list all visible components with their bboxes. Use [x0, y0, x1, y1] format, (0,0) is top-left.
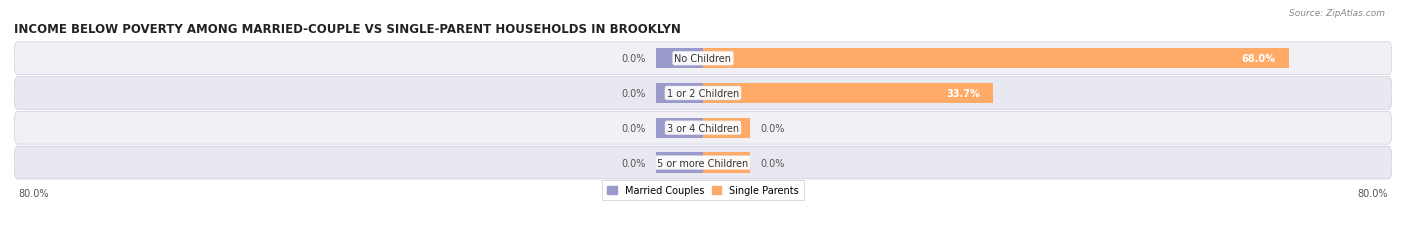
FancyBboxPatch shape [14, 112, 1392, 145]
Bar [703, 84, 993, 103]
Text: 80.0%: 80.0% [18, 188, 49, 198]
FancyBboxPatch shape [14, 43, 1392, 75]
Text: 33.7%: 33.7% [946, 88, 980, 99]
Text: INCOME BELOW POVERTY AMONG MARRIED-COUPLE VS SINGLE-PARENT HOUSEHOLDS IN BROOKLY: INCOME BELOW POVERTY AMONG MARRIED-COUPL… [14, 23, 681, 36]
Text: Source: ZipAtlas.com: Source: ZipAtlas.com [1289, 9, 1385, 18]
Text: 0.0%: 0.0% [761, 123, 785, 133]
Text: 0.0%: 0.0% [621, 88, 645, 99]
Text: No Children: No Children [675, 54, 731, 64]
Text: 80.0%: 80.0% [1357, 188, 1388, 198]
Text: 1 or 2 Children: 1 or 2 Children [666, 88, 740, 99]
Bar [703, 49, 1289, 69]
Bar [655, 153, 703, 173]
Text: 0.0%: 0.0% [621, 54, 645, 64]
Bar [655, 49, 703, 69]
Bar [655, 118, 703, 138]
Text: 68.0%: 68.0% [1241, 54, 1275, 64]
Bar [703, 153, 751, 173]
Bar [703, 118, 751, 138]
Legend: Married Couples, Single Parents: Married Couples, Single Parents [602, 181, 804, 200]
Text: 0.0%: 0.0% [621, 123, 645, 133]
Text: 0.0%: 0.0% [621, 158, 645, 168]
Text: 0.0%: 0.0% [761, 158, 785, 168]
FancyBboxPatch shape [14, 147, 1392, 179]
Text: 5 or more Children: 5 or more Children [658, 158, 748, 168]
Text: 3 or 4 Children: 3 or 4 Children [666, 123, 740, 133]
Bar [655, 84, 703, 103]
FancyBboxPatch shape [14, 77, 1392, 110]
